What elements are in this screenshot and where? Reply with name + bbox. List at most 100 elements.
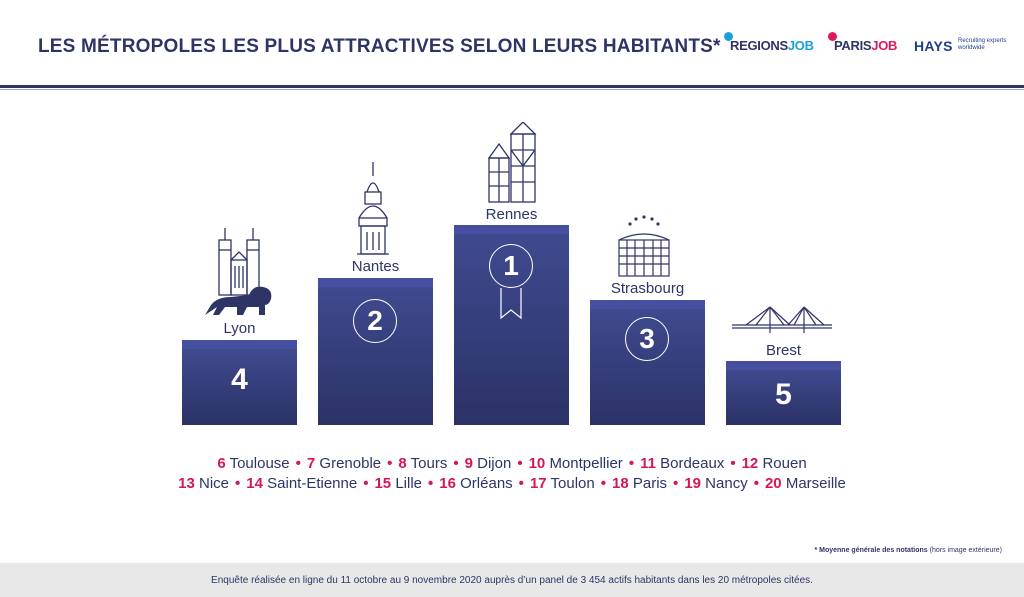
ranking-number: 17 bbox=[529, 475, 547, 492]
ranking-separator: • bbox=[730, 455, 736, 472]
ranking-separator: • bbox=[517, 455, 523, 472]
rank-circle-rennes: 1 bbox=[489, 244, 533, 288]
podium-block-strasbourg: 3 bbox=[590, 309, 705, 425]
partner-logos: REGIONSJOB PARISJOB HAYS Recruiting expe… bbox=[722, 30, 1014, 60]
ranking-separator: • bbox=[387, 455, 393, 472]
ranking-city: Marseille bbox=[785, 475, 846, 492]
header-divider-thin bbox=[0, 89, 1024, 90]
podium-block-nantes: 2 bbox=[318, 287, 433, 425]
ranking-item: 17 Toulon bbox=[530, 475, 595, 492]
city-label-lyon: Lyon bbox=[223, 320, 256, 337]
footnote-normal: (hors image extérieure) bbox=[929, 547, 1002, 554]
regionsjob-logo: REGIONSJOB bbox=[730, 38, 814, 53]
parliament-stars-icon bbox=[618, 215, 670, 277]
ribbon-medal-icon bbox=[500, 288, 522, 320]
ranking-city: Bordeaux bbox=[660, 455, 725, 472]
rank-number-strasbourg: 3 bbox=[639, 323, 655, 354]
ranking-item: 18 Paris bbox=[612, 475, 667, 492]
survey-footer: Enquête réalisée en ligne du 11 octobre … bbox=[0, 563, 1024, 597]
ranking-item: 15 Lille bbox=[374, 475, 422, 492]
ranking-item: 19 Nancy bbox=[684, 475, 747, 492]
ranking-line-1: 6 Toulouse • 7 Grenoble • 8 Tours • 9 Dijon • 10… bbox=[0, 455, 1024, 472]
ranking-number: 6 bbox=[217, 455, 226, 472]
ranking-item: 6 Toulouse bbox=[217, 455, 289, 472]
ranking-number: 11 bbox=[640, 455, 656, 472]
ranking-city: Grenoble bbox=[319, 455, 382, 472]
podium-cap-strasbourg bbox=[590, 300, 705, 309]
ranking-item: 12 Rouen bbox=[742, 455, 807, 472]
ranking-number: 10 bbox=[528, 455, 546, 472]
ranking-city: Paris bbox=[632, 475, 668, 492]
podium-cap-nantes bbox=[318, 278, 433, 287]
podium-cap-lyon bbox=[182, 340, 297, 349]
podium-block-rennes: 1 bbox=[454, 234, 569, 425]
ranking-separator: • bbox=[453, 455, 459, 472]
podium-block-brest: 5 bbox=[726, 370, 841, 425]
ranking-number: 7 bbox=[306, 455, 316, 472]
ranking-separator: • bbox=[295, 455, 301, 472]
ranking-item: 20 Marseille bbox=[765, 475, 846, 492]
city-label-brest: Brest bbox=[765, 342, 801, 359]
city-label-rennes: Rennes bbox=[485, 206, 538, 223]
ranking-number: 16 bbox=[439, 475, 456, 492]
ranking-city: Toulon bbox=[550, 475, 595, 492]
ranking-number: 13 bbox=[178, 475, 195, 492]
ranking-item: 13 Nice bbox=[178, 475, 229, 492]
ranking-list: 6 Toulouse • 7 Grenoble • 8 Tours • 9 Dijon • 10… bbox=[0, 455, 1024, 492]
ranking-city: Tours bbox=[410, 455, 448, 472]
ranking-item: 7 Grenoble bbox=[307, 455, 381, 472]
ranking-separator: • bbox=[428, 475, 434, 492]
footnote: * Moyenne générale des notations (hors i… bbox=[814, 547, 1002, 554]
ranking-city: Dijon bbox=[477, 455, 512, 472]
timber-houses-icon bbox=[487, 122, 537, 203]
ranking-item: 14 Saint-Etienne bbox=[246, 475, 357, 492]
ranking-line-2: 13 Nice • 14 Saint-Etienne • 15 Lille • 16 Orl… bbox=[0, 475, 1024, 492]
city-label-strasbourg: Strasbourg bbox=[610, 280, 685, 297]
ranking-number: 14 bbox=[246, 475, 263, 492]
ranking-city: Nancy bbox=[705, 475, 748, 492]
ranking-city: Montpellier bbox=[549, 455, 623, 472]
podium-cap-brest bbox=[726, 361, 841, 370]
parisjob-logo: PARISJOB bbox=[834, 38, 898, 53]
ranking-separator: • bbox=[600, 475, 606, 492]
rank-number-nantes: 2 bbox=[367, 305, 383, 336]
ranking-number: 9 bbox=[464, 455, 473, 472]
ranking-city: Rouen bbox=[762, 455, 807, 472]
survey-footer-text: Enquête réalisée en ligne du 11 octobre … bbox=[211, 574, 813, 586]
ranking-separator: • bbox=[753, 475, 759, 492]
ranking-city: Toulouse bbox=[229, 455, 290, 472]
city-label-nantes: Nantes bbox=[351, 258, 400, 275]
regionsjob-bubble-icon bbox=[724, 32, 733, 41]
ranking-item: 8 Tours bbox=[398, 455, 447, 472]
ranking-city: Lille bbox=[395, 475, 423, 492]
hays-logo: HAYS bbox=[914, 38, 953, 54]
podium-block-lyon: 4 bbox=[182, 349, 297, 425]
header-divider bbox=[0, 85, 1024, 88]
rank-number-lyon: 4 bbox=[231, 363, 248, 396]
ranking-item: 10 Montpellier bbox=[529, 455, 623, 472]
ranking-city: Orléans bbox=[460, 475, 513, 492]
rank-number-rennes: 1 bbox=[503, 250, 519, 281]
ranking-item: 11 Bordeaux bbox=[640, 455, 724, 472]
ranking-number: 12 bbox=[741, 455, 759, 472]
page-title: LES MÉTROPOLES LES PLUS ATTRACTIVES SELO… bbox=[38, 36, 721, 57]
ranking-separator: • bbox=[628, 455, 635, 472]
footnote-bold: * Moyenne générale des notations bbox=[814, 547, 928, 554]
ranking-city: Saint-Etienne bbox=[267, 475, 358, 492]
ranking-item: 9 Dijon bbox=[465, 455, 512, 472]
ranking-separator: • bbox=[518, 475, 524, 492]
ranking-number: 18 bbox=[612, 475, 629, 492]
ranking-number: 8 bbox=[398, 455, 407, 472]
ranking-city: Nice bbox=[199, 475, 230, 492]
ranking-separator: • bbox=[673, 475, 679, 492]
ranking-number: 15 bbox=[374, 475, 392, 492]
ranking-item: 16 Orléans bbox=[439, 475, 512, 492]
hays-tagline: Recruiting experts worldwide bbox=[958, 38, 1007, 51]
rank-circle-nantes: 2 bbox=[353, 299, 397, 343]
podium-cap-rennes bbox=[454, 225, 569, 234]
lion-icon bbox=[205, 286, 272, 315]
rank-circle-strasbourg: 3 bbox=[625, 317, 669, 361]
ranking-separator: • bbox=[235, 475, 241, 492]
ranking-number: 19 bbox=[684, 475, 701, 492]
cathedral-dome-icon bbox=[357, 162, 389, 255]
